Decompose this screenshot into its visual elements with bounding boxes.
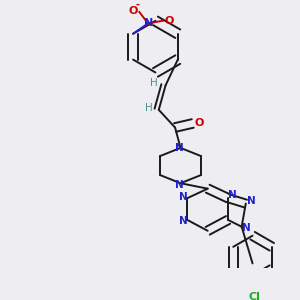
Text: O: O bbox=[129, 6, 138, 16]
Text: N: N bbox=[144, 18, 154, 28]
Text: H: H bbox=[145, 103, 152, 113]
Text: N: N bbox=[228, 190, 237, 200]
Text: H: H bbox=[150, 78, 158, 88]
Text: N: N bbox=[178, 216, 187, 226]
Text: N: N bbox=[175, 143, 184, 153]
Text: N: N bbox=[178, 192, 187, 202]
Text: N: N bbox=[247, 196, 256, 206]
Text: N: N bbox=[242, 223, 251, 232]
Text: O: O bbox=[194, 118, 204, 128]
Text: N: N bbox=[175, 180, 184, 190]
Text: O: O bbox=[164, 16, 174, 26]
Text: -: - bbox=[135, 0, 140, 10]
Text: Cl: Cl bbox=[248, 292, 260, 300]
